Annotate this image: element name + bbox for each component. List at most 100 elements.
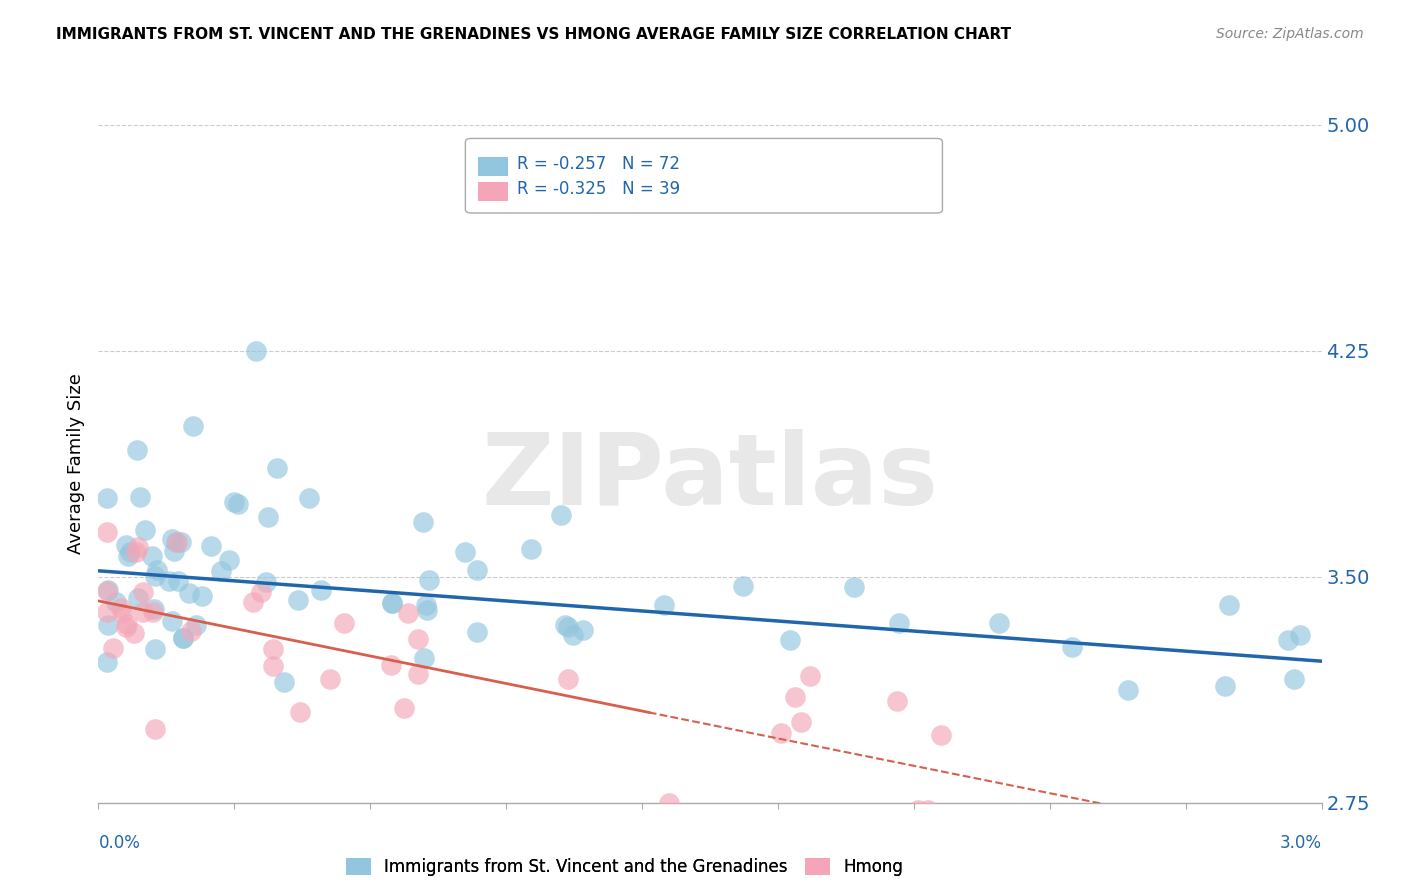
Point	[180, 624, 202, 639]
Point	[380, 657, 402, 672]
Point	[96, 656, 118, 670]
Point	[132, 605, 155, 619]
Point	[907, 803, 929, 817]
Point	[254, 575, 277, 590]
Point	[415, 598, 437, 612]
Point	[412, 651, 434, 665]
Point	[177, 586, 200, 600]
Point	[104, 595, 127, 609]
Point	[266, 461, 288, 475]
Point	[181, 419, 204, 434]
Text: IMMIGRANTS FROM ST. VINCENT AND THE GRENADINES VS HMONG AVERAGE FAMILY SIZE CORR: IMMIGRANTS FROM ST. VINCENT AND THE GREN…	[56, 27, 1011, 42]
Point	[142, 605, 165, 619]
Point	[96, 491, 118, 505]
Point	[145, 722, 167, 736]
Point	[172, 631, 194, 645]
Point	[381, 596, 404, 610]
Point	[120, 545, 142, 559]
Point	[557, 672, 579, 686]
Point	[465, 625, 488, 640]
Point	[887, 616, 910, 631]
Point	[250, 584, 273, 599]
Point	[416, 603, 439, 617]
Point	[333, 615, 356, 630]
Point	[97, 618, 120, 632]
Point	[96, 605, 118, 619]
Point	[141, 549, 163, 563]
Point	[157, 574, 180, 588]
Text: 0.0%: 0.0%	[98, 834, 141, 852]
Point	[262, 659, 284, 673]
Point	[769, 726, 792, 740]
Point	[96, 524, 118, 539]
Point	[115, 538, 138, 552]
Point	[127, 591, 149, 605]
Point	[242, 595, 264, 609]
Point	[184, 618, 207, 632]
Point	[165, 535, 187, 549]
Point	[288, 705, 311, 719]
Point	[309, 583, 332, 598]
Point	[191, 589, 214, 603]
Point	[125, 545, 148, 559]
Text: R = -0.325   N = 39: R = -0.325 N = 39	[517, 180, 681, 198]
Point	[1062, 640, 1084, 654]
Point	[166, 574, 188, 588]
Point	[554, 618, 576, 632]
Point	[145, 568, 167, 582]
Point	[143, 641, 166, 656]
Point	[146, 563, 169, 577]
Point	[170, 535, 193, 549]
Text: ZIPatlas: ZIPatlas	[482, 429, 938, 526]
Point	[1289, 627, 1312, 641]
Point	[111, 606, 134, 620]
Point	[222, 495, 245, 509]
Point	[1213, 679, 1236, 693]
Text: 3.0%: 3.0%	[1279, 834, 1322, 852]
FancyBboxPatch shape	[465, 138, 942, 213]
Point	[418, 573, 440, 587]
Point	[561, 628, 583, 642]
Point	[226, 497, 249, 511]
Point	[1116, 683, 1139, 698]
Point	[408, 667, 430, 681]
Point	[143, 602, 166, 616]
Y-axis label: Average Family Size: Average Family Size	[66, 374, 84, 554]
Point	[842, 580, 865, 594]
Point	[134, 523, 156, 537]
Legend: Immigrants from St. Vincent and the Grenadines, Hmong: Immigrants from St. Vincent and the Gren…	[339, 851, 910, 882]
Point	[465, 563, 488, 577]
FancyBboxPatch shape	[478, 157, 508, 176]
Point	[262, 641, 284, 656]
Point	[318, 672, 340, 686]
Point	[987, 615, 1010, 630]
Point	[381, 595, 404, 609]
Point	[257, 510, 280, 524]
Point	[209, 564, 232, 578]
Point	[160, 532, 183, 546]
Point	[520, 541, 543, 556]
Point	[245, 343, 267, 358]
Point	[132, 585, 155, 599]
Point	[779, 633, 801, 648]
Point	[160, 614, 183, 628]
Point	[129, 490, 152, 504]
Point	[1284, 672, 1306, 686]
Point	[557, 620, 579, 634]
Point	[273, 675, 295, 690]
Point	[114, 620, 136, 634]
Point	[125, 443, 148, 458]
Point	[731, 579, 754, 593]
FancyBboxPatch shape	[478, 182, 508, 201]
Point	[166, 534, 188, 549]
Point	[412, 515, 434, 529]
Point	[117, 616, 139, 631]
Point	[396, 606, 419, 620]
Point	[799, 669, 821, 683]
Point	[917, 804, 939, 818]
Point	[97, 583, 120, 598]
Point	[783, 690, 806, 704]
Point	[117, 549, 139, 563]
Point	[886, 694, 908, 708]
Point	[929, 728, 952, 742]
